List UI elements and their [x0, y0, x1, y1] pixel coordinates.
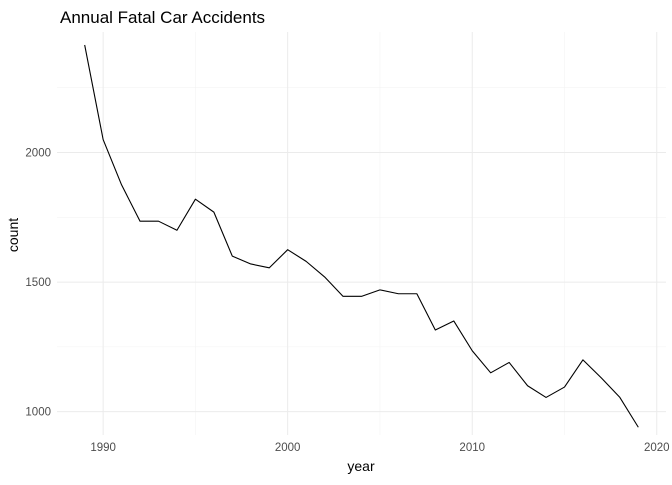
chart-title: Annual Fatal Car Accidents	[60, 8, 265, 27]
tick-label-layer: 1990 2000 2010 2020 1000 1500 2000	[25, 148, 669, 454]
y-tick-label: 1000	[25, 407, 51, 419]
x-tick-label: 1990	[90, 442, 116, 454]
series-line	[84, 44, 639, 428]
y-axis-title: count	[5, 218, 21, 252]
x-tick-label: 2010	[459, 442, 485, 454]
series-layer	[84, 44, 639, 428]
grid-layer	[57, 32, 666, 435]
y-tick-label: 1500	[25, 277, 51, 289]
y-tick-label: 2000	[25, 148, 51, 160]
x-axis-title: year	[347, 458, 375, 474]
x-tick-label: 2000	[275, 442, 301, 454]
x-tick-label: 2020	[644, 442, 670, 454]
